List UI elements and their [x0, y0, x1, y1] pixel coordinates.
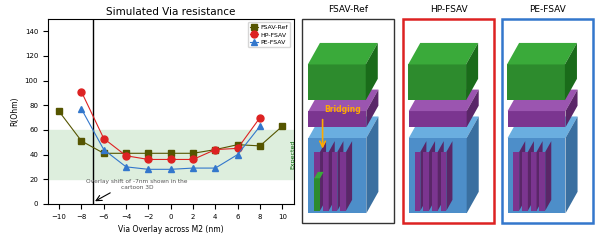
Polygon shape — [513, 152, 519, 211]
PE-FSAV — [145, 168, 152, 171]
Legend: FSAV-Ref, HP-FSAV, PE-FSAV: FSAV-Ref, HP-FSAV, PE-FSAV — [248, 22, 291, 47]
Polygon shape — [409, 116, 479, 138]
FSAV-Ref — [167, 152, 174, 155]
Polygon shape — [446, 141, 452, 211]
Line: FSAV-Ref: FSAV-Ref — [56, 108, 286, 157]
Polygon shape — [531, 152, 537, 211]
HP-FSAV — [189, 158, 196, 161]
HP-FSAV — [167, 158, 174, 161]
Polygon shape — [308, 64, 366, 100]
Polygon shape — [409, 111, 467, 127]
FSAV-Ref — [189, 152, 196, 155]
Polygon shape — [409, 90, 479, 111]
Line: HP-FSAV: HP-FSAV — [78, 88, 264, 163]
Title: Simulated Via resistance: Simulated Via resistance — [106, 7, 235, 17]
Bar — [48, 130, 294, 179]
Polygon shape — [507, 43, 577, 64]
FSAV-Ref — [78, 140, 85, 142]
Polygon shape — [565, 90, 577, 127]
Polygon shape — [467, 116, 479, 213]
Polygon shape — [545, 141, 551, 211]
Polygon shape — [507, 116, 577, 138]
Polygon shape — [429, 141, 435, 211]
Polygon shape — [329, 141, 335, 211]
FSAV-Ref — [234, 143, 241, 146]
HP-FSAV — [145, 158, 152, 161]
Polygon shape — [340, 152, 346, 211]
FSAV-Ref — [212, 148, 219, 151]
Polygon shape — [507, 111, 565, 127]
Polygon shape — [409, 138, 467, 213]
Text: Bridging: Bridging — [324, 105, 361, 114]
Bar — [302, 19, 394, 223]
Polygon shape — [565, 116, 577, 213]
PE-FSAV — [234, 153, 241, 156]
Polygon shape — [337, 141, 343, 211]
Polygon shape — [332, 152, 337, 211]
FSAV-Ref — [122, 152, 129, 155]
Polygon shape — [415, 152, 420, 211]
Polygon shape — [537, 141, 543, 211]
Polygon shape — [308, 111, 367, 127]
Polygon shape — [507, 138, 565, 213]
Polygon shape — [346, 141, 352, 211]
HP-FSAV — [122, 154, 129, 157]
Polygon shape — [408, 64, 466, 100]
Polygon shape — [466, 43, 478, 100]
Text: Overlay shift of -7nm shown in the
cartoon 3D: Overlay shift of -7nm shown in the carto… — [86, 179, 188, 190]
Polygon shape — [540, 152, 545, 211]
FSAV-Ref — [56, 110, 63, 113]
PE-FSAV — [212, 167, 219, 169]
Bar — [403, 19, 494, 223]
PE-FSAV — [256, 125, 264, 128]
Polygon shape — [441, 152, 446, 211]
Polygon shape — [367, 116, 379, 213]
Polygon shape — [314, 152, 320, 211]
Text: HP-FSAV: HP-FSAV — [429, 5, 467, 14]
Polygon shape — [320, 141, 326, 211]
HP-FSAV — [256, 116, 264, 119]
FSAV-Ref — [100, 152, 107, 155]
Polygon shape — [367, 90, 379, 127]
Polygon shape — [366, 43, 378, 100]
HP-FSAV — [100, 137, 107, 140]
Polygon shape — [565, 43, 577, 100]
Polygon shape — [308, 90, 379, 111]
PE-FSAV — [167, 168, 174, 171]
Polygon shape — [507, 90, 577, 111]
Polygon shape — [314, 172, 323, 178]
X-axis label: Via Overlay across M2 (nm): Via Overlay across M2 (nm) — [118, 225, 223, 234]
Polygon shape — [438, 141, 444, 211]
PE-FSAV — [122, 165, 129, 168]
Polygon shape — [528, 141, 534, 211]
Polygon shape — [408, 43, 478, 64]
PE-FSAV — [78, 108, 85, 110]
Polygon shape — [314, 178, 320, 211]
Polygon shape — [467, 90, 479, 127]
Text: FSAV-Ref: FSAV-Ref — [328, 5, 368, 14]
Polygon shape — [420, 141, 426, 211]
PE-FSAV — [189, 167, 196, 169]
FSAV-Ref — [279, 125, 286, 128]
HP-FSAV — [212, 148, 219, 151]
Text: PE-FSAV: PE-FSAV — [529, 5, 565, 14]
Polygon shape — [423, 152, 429, 211]
Polygon shape — [323, 152, 329, 211]
PE-FSAV — [100, 148, 107, 151]
HP-FSAV — [234, 147, 241, 150]
Bar — [502, 19, 593, 223]
HP-FSAV — [78, 90, 85, 93]
Polygon shape — [507, 64, 565, 100]
Polygon shape — [432, 152, 438, 211]
Polygon shape — [522, 152, 528, 211]
Polygon shape — [519, 141, 525, 211]
Polygon shape — [308, 43, 378, 64]
Polygon shape — [308, 138, 367, 213]
FSAV-Ref — [145, 152, 152, 155]
Polygon shape — [308, 116, 379, 138]
Y-axis label: R(Ohm): R(Ohm) — [10, 97, 19, 126]
FSAV-Ref — [256, 145, 264, 147]
Line: PE-FSAV: PE-FSAV — [78, 105, 264, 173]
Text: Expected: Expected — [290, 140, 295, 169]
